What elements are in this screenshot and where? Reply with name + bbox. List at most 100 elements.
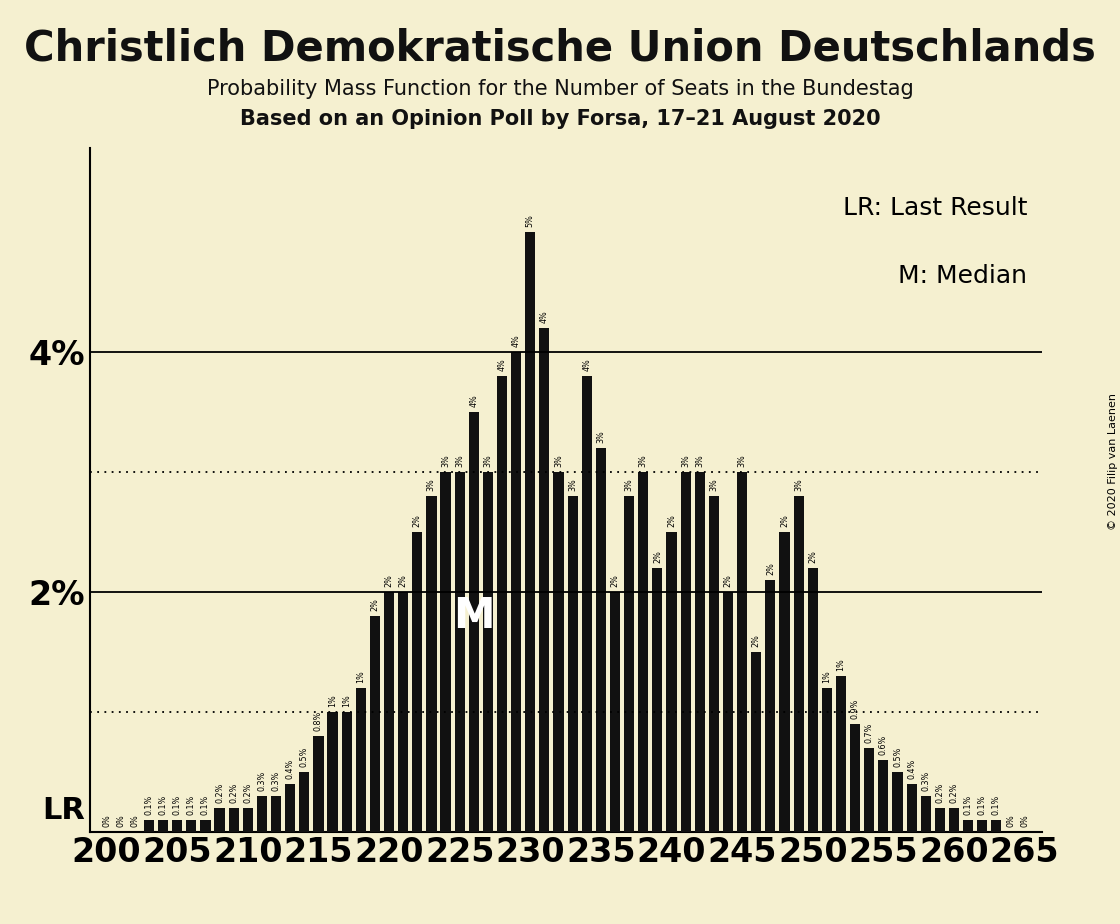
Text: 0%: 0% bbox=[116, 814, 125, 827]
Text: 0.2%: 0.2% bbox=[215, 783, 224, 803]
Text: 1%: 1% bbox=[837, 658, 846, 671]
Bar bbox=[638, 472, 648, 832]
Text: 4%: 4% bbox=[582, 359, 591, 371]
Text: 0.5%: 0.5% bbox=[893, 747, 902, 767]
Bar bbox=[780, 531, 790, 832]
Text: 0%: 0% bbox=[130, 814, 139, 827]
Bar bbox=[286, 784, 296, 832]
Text: 3%: 3% bbox=[455, 455, 464, 467]
Text: M: Median: M: Median bbox=[898, 264, 1027, 288]
Text: 0%: 0% bbox=[1006, 814, 1015, 827]
Text: 3%: 3% bbox=[597, 431, 606, 443]
Text: 3%: 3% bbox=[554, 455, 563, 467]
Text: 4%: 4% bbox=[540, 310, 549, 323]
Text: 0%: 0% bbox=[1020, 814, 1029, 827]
Bar bbox=[865, 748, 875, 832]
Bar bbox=[694, 472, 704, 832]
Text: LR: LR bbox=[43, 796, 85, 824]
Text: 0.7%: 0.7% bbox=[865, 723, 874, 743]
Text: 2%: 2% bbox=[752, 634, 760, 647]
Bar bbox=[158, 820, 168, 832]
Bar bbox=[610, 591, 620, 832]
Text: 2%: 2% bbox=[766, 562, 775, 575]
Bar bbox=[511, 352, 521, 832]
Bar bbox=[893, 772, 903, 832]
Text: 0.3%: 0.3% bbox=[258, 771, 267, 791]
Bar bbox=[370, 615, 380, 832]
Text: 3%: 3% bbox=[738, 455, 747, 467]
Bar bbox=[666, 531, 676, 832]
Bar bbox=[794, 495, 804, 832]
Text: 0.2%: 0.2% bbox=[935, 783, 944, 803]
Text: 1%: 1% bbox=[356, 670, 365, 683]
Bar bbox=[342, 711, 352, 832]
Text: 4%: 4% bbox=[512, 334, 521, 347]
Bar bbox=[808, 567, 818, 832]
Text: 2%: 2% bbox=[610, 574, 619, 587]
Bar bbox=[398, 591, 409, 832]
Text: 0.9%: 0.9% bbox=[851, 699, 860, 719]
Text: 3%: 3% bbox=[441, 455, 450, 467]
Text: 0.1%: 0.1% bbox=[978, 795, 987, 815]
Text: 2%: 2% bbox=[668, 514, 676, 527]
Text: 3%: 3% bbox=[709, 478, 718, 491]
Text: 1%: 1% bbox=[822, 670, 831, 683]
Text: 0.3%: 0.3% bbox=[271, 771, 280, 791]
Text: 4%: 4% bbox=[469, 395, 478, 407]
Bar bbox=[752, 651, 762, 832]
Text: 0.5%: 0.5% bbox=[300, 747, 309, 767]
Text: 2%: 2% bbox=[780, 514, 788, 527]
Bar bbox=[681, 472, 691, 832]
Bar bbox=[327, 711, 337, 832]
Bar bbox=[143, 820, 155, 832]
Text: 1%: 1% bbox=[343, 694, 352, 707]
Text: 1%: 1% bbox=[328, 694, 337, 707]
Bar bbox=[963, 820, 973, 832]
Text: Based on an Opinion Poll by Forsa, 17–21 August 2020: Based on an Opinion Poll by Forsa, 17–21… bbox=[240, 109, 880, 129]
Text: © 2020 Filip van Laenen: © 2020 Filip van Laenen bbox=[1108, 394, 1118, 530]
Bar bbox=[878, 760, 888, 832]
Text: 0.1%: 0.1% bbox=[144, 795, 153, 815]
Bar bbox=[228, 808, 239, 832]
Text: M: M bbox=[452, 595, 495, 637]
Bar bbox=[991, 820, 1001, 832]
Bar bbox=[299, 772, 309, 832]
Bar bbox=[271, 796, 281, 832]
Bar bbox=[356, 687, 366, 832]
Bar bbox=[765, 579, 775, 832]
Text: 0.1%: 0.1% bbox=[200, 795, 209, 815]
Bar bbox=[540, 328, 550, 832]
Text: 0%: 0% bbox=[102, 814, 111, 827]
Bar bbox=[624, 495, 634, 832]
Text: 5%: 5% bbox=[525, 214, 534, 227]
Text: 0.8%: 0.8% bbox=[314, 711, 323, 731]
Bar bbox=[850, 723, 860, 832]
Text: 2%: 2% bbox=[724, 574, 732, 587]
Text: 0.6%: 0.6% bbox=[879, 735, 888, 755]
Text: 0.2%: 0.2% bbox=[230, 783, 239, 803]
Bar bbox=[737, 472, 747, 832]
Bar bbox=[836, 675, 846, 832]
Bar bbox=[440, 472, 450, 832]
Bar bbox=[596, 448, 606, 832]
Text: 3%: 3% bbox=[568, 478, 577, 491]
Bar bbox=[314, 736, 324, 832]
Text: 2%: 2% bbox=[653, 550, 662, 563]
Text: Probability Mass Function for the Number of Seats in the Bundestag: Probability Mass Function for the Number… bbox=[206, 79, 914, 99]
Text: 3%: 3% bbox=[625, 478, 634, 491]
Bar bbox=[243, 808, 253, 832]
Bar bbox=[568, 495, 578, 832]
Text: 2%: 2% bbox=[384, 574, 393, 587]
Bar bbox=[214, 808, 225, 832]
Bar bbox=[722, 591, 734, 832]
Bar bbox=[497, 376, 507, 832]
Bar bbox=[949, 808, 959, 832]
Bar bbox=[256, 796, 267, 832]
Text: 0.4%: 0.4% bbox=[907, 759, 916, 779]
Text: 0.2%: 0.2% bbox=[950, 783, 959, 803]
Bar bbox=[935, 808, 945, 832]
Bar bbox=[384, 591, 394, 832]
Bar bbox=[483, 472, 493, 832]
Bar bbox=[977, 820, 988, 832]
Text: 3%: 3% bbox=[638, 455, 647, 467]
